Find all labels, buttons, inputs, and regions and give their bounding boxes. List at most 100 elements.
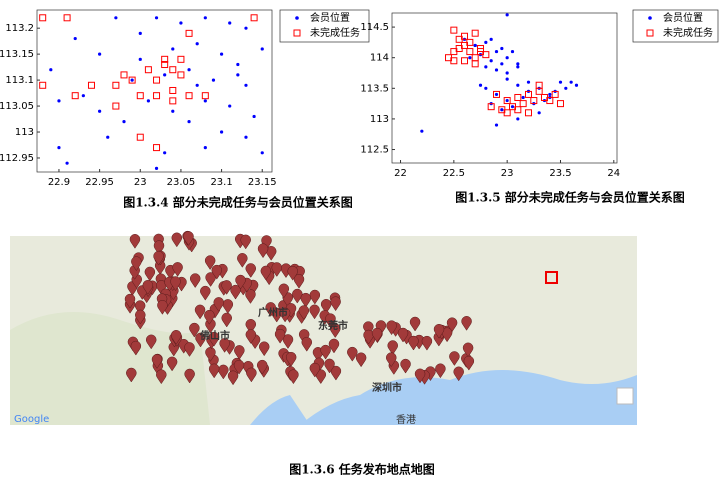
point <box>510 105 515 109</box>
pin <box>300 292 312 308</box>
x-tick-label: 23.5 <box>549 168 571 179</box>
y-tick-label: 113 <box>370 114 389 125</box>
y-tick-label: 114.5 <box>360 22 389 33</box>
point <box>49 68 53 72</box>
pin <box>256 359 268 375</box>
pin <box>195 332 206 348</box>
point <box>537 111 541 115</box>
point <box>195 42 199 46</box>
legend-swatch <box>646 29 654 37</box>
point <box>494 68 499 72</box>
y-tick-label: 113.15 <box>0 49 34 60</box>
x-tick-label: 22.95 <box>85 177 114 188</box>
point <box>450 26 458 34</box>
point <box>161 55 169 63</box>
figure-caption: 图1.3.5 部分未完成任务与会员位置关系图 <box>455 190 685 205</box>
point <box>551 90 559 98</box>
map-label: 广州市 <box>258 306 288 319</box>
x-tick-label: 22.5 <box>443 168 465 179</box>
pin <box>414 368 426 384</box>
point <box>574 83 579 87</box>
point <box>169 66 177 74</box>
pin <box>461 316 472 331</box>
pins <box>124 230 475 386</box>
pin <box>355 352 367 368</box>
point <box>461 32 469 40</box>
point <box>203 16 207 20</box>
point <box>171 109 175 113</box>
point <box>228 21 232 25</box>
point <box>154 16 159 20</box>
pin <box>205 272 216 287</box>
point <box>144 66 152 74</box>
point <box>493 90 501 98</box>
pin <box>171 232 183 248</box>
pin <box>130 340 142 356</box>
point <box>153 76 161 84</box>
point <box>510 49 515 54</box>
point <box>136 92 144 100</box>
pin <box>257 243 269 259</box>
pin <box>325 313 336 329</box>
point <box>203 145 207 150</box>
point <box>564 86 568 90</box>
point <box>420 129 424 133</box>
figure-caption: 图1.3.6 任务发布地点地图 <box>289 462 435 477</box>
point <box>516 117 520 121</box>
point <box>521 95 525 100</box>
pin <box>463 355 475 371</box>
pin <box>142 280 154 295</box>
x-tick-label: 22 <box>394 168 407 179</box>
pin <box>170 276 181 292</box>
point <box>489 37 493 41</box>
x-tick-label: 23 <box>501 168 514 179</box>
pin <box>213 297 224 312</box>
pin <box>208 363 220 379</box>
point <box>487 103 495 111</box>
pin <box>157 300 168 315</box>
point <box>484 40 488 44</box>
y-tick-label: 114 <box>370 53 389 64</box>
pin <box>301 336 312 352</box>
pin <box>153 240 165 256</box>
point <box>505 56 509 60</box>
point <box>201 92 209 100</box>
pin <box>156 280 167 295</box>
pin <box>408 335 419 351</box>
pin <box>288 369 299 385</box>
point <box>484 65 488 69</box>
point <box>185 92 193 100</box>
pin <box>274 328 286 344</box>
point <box>526 80 531 84</box>
pin <box>208 331 220 347</box>
pin <box>287 265 298 281</box>
pin <box>441 327 453 343</box>
pin <box>449 351 460 366</box>
point <box>187 68 191 72</box>
pin <box>387 340 398 355</box>
point <box>524 90 532 98</box>
point <box>558 80 563 84</box>
point <box>112 102 120 110</box>
point <box>530 97 538 105</box>
map-control[interactable] <box>616 387 634 405</box>
point <box>228 104 232 108</box>
point <box>114 16 118 20</box>
map-label: 深圳市 <box>372 381 402 394</box>
pin <box>227 370 239 386</box>
pin <box>222 299 234 314</box>
pin <box>204 255 216 271</box>
point <box>236 73 240 77</box>
point <box>179 21 183 25</box>
pin <box>144 266 156 282</box>
pin <box>183 231 194 246</box>
pin <box>245 289 256 304</box>
point <box>106 135 110 139</box>
pin <box>298 329 310 344</box>
legend-box <box>632 9 719 43</box>
x-tick-label: 23.05 <box>167 177 196 188</box>
pin <box>156 369 167 385</box>
pin <box>279 307 291 323</box>
point <box>514 106 522 114</box>
